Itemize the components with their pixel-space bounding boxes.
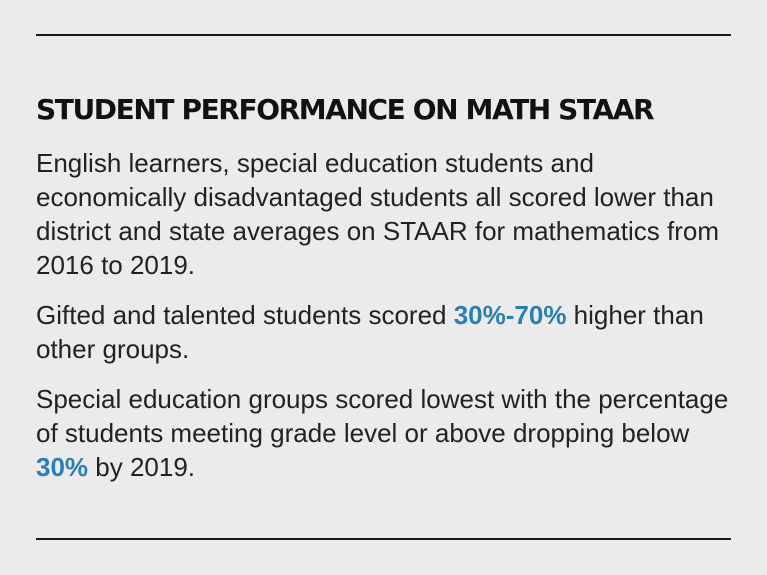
- paragraph-gifted-talented: Gifted and talented students scored 30%-…: [36, 298, 736, 366]
- bottom-divider: [36, 538, 731, 540]
- top-divider: [36, 34, 731, 36]
- paragraph-gifted-text-before: Gifted and talented students scored: [36, 300, 454, 330]
- paragraph-english-learners: English learners, special education stud…: [36, 148, 720, 280]
- paragraph-special-text-before: Special education groups scored lowest w…: [36, 384, 729, 448]
- paragraph-special-text-after: by 2019.: [88, 452, 196, 482]
- highlight-gifted-range: 30%-70%: [453, 300, 567, 330]
- info-panel: STUDENT PERFORMANCE ON MATH STAAR Englis…: [36, 88, 736, 484]
- page-title: STUDENT PERFORMANCE ON MATH STAAR: [36, 93, 655, 126]
- paragraph-special-education: Special education groups scored lowest w…: [36, 382, 736, 484]
- highlight-special-threshold: 30%: [36, 452, 89, 482]
- paragraph-gifted-text-after: higher than other groups.: [36, 300, 704, 364]
